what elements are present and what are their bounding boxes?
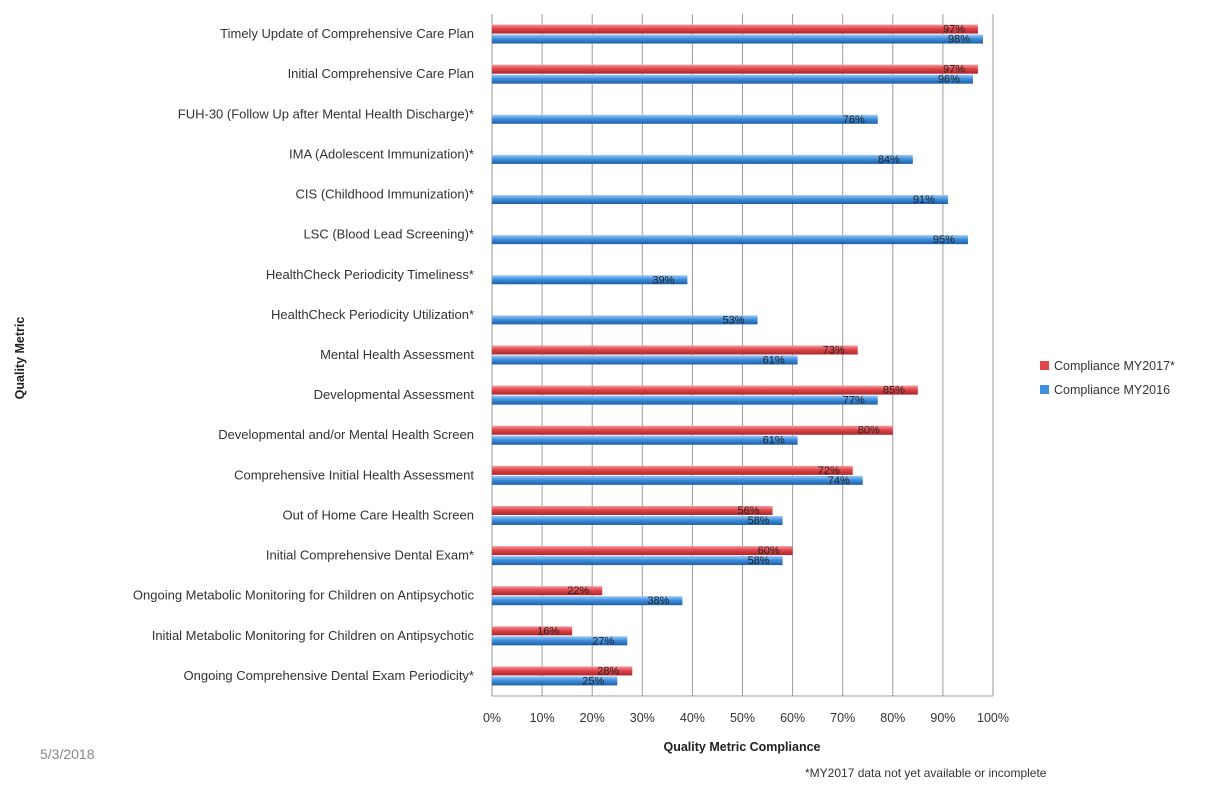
bar-my2017 xyxy=(492,425,893,435)
data-label: 58% xyxy=(748,515,770,527)
category-label: HealthCheck Periodicity Timeliness* xyxy=(266,267,474,282)
bar-my2016 xyxy=(492,676,618,686)
x-tick-label: 50% xyxy=(730,711,755,725)
bar-my2017 xyxy=(492,586,603,596)
data-label: 27% xyxy=(592,635,614,647)
category-label: Initial Comprehensive Dental Exam* xyxy=(266,548,474,563)
data-label: 53% xyxy=(723,314,745,326)
x-tick-label: 10% xyxy=(530,711,555,725)
category-label: Out of Home Care Health Screen xyxy=(283,507,474,522)
category-label: CIS (Childhood Immunization)* xyxy=(296,187,474,202)
bars xyxy=(492,24,983,686)
bar-my2016 xyxy=(492,355,798,365)
data-label: 96% xyxy=(938,74,960,86)
legend-swatch xyxy=(1040,385,1049,394)
bar-my2016 xyxy=(492,275,688,285)
bar-my2017 xyxy=(492,64,978,74)
x-tick-label: 80% xyxy=(880,711,905,725)
category-labels: Timely Update of Comprehensive Care Plan… xyxy=(133,26,475,683)
data-label: 80% xyxy=(858,425,880,437)
data-labels: 97%98%97%96%76%84%91%95%39%53%73%61%85%7… xyxy=(537,24,970,688)
category-label: Initial Metabolic Monitoring for Childre… xyxy=(152,628,475,643)
category-label: Developmental Assessment xyxy=(314,387,475,402)
data-label: 38% xyxy=(647,595,669,607)
data-label: 91% xyxy=(913,194,935,206)
legend-label: Compliance MY2016 xyxy=(1054,383,1170,397)
data-label: 95% xyxy=(933,234,955,246)
data-label: 58% xyxy=(748,555,770,567)
data-label: 72% xyxy=(818,465,840,477)
data-label: 97% xyxy=(943,64,965,76)
category-label: Timely Update of Comprehensive Care Plan xyxy=(220,26,474,41)
data-label: 28% xyxy=(597,665,619,677)
x-tick-label: 100% xyxy=(977,711,1009,725)
data-label: 74% xyxy=(828,475,850,487)
x-axis-title: Quality Metric Compliance xyxy=(664,740,821,754)
data-label: 84% xyxy=(878,154,900,166)
data-label: 22% xyxy=(567,585,589,597)
bar-my2017 xyxy=(492,626,573,636)
bar-my2016 xyxy=(492,315,758,325)
legend-label: Compliance MY2017* xyxy=(1054,359,1175,373)
category-label: Ongoing Comprehensive Dental Exam Period… xyxy=(184,668,474,683)
bar-my2017 xyxy=(492,546,793,556)
x-tick-label: 40% xyxy=(680,711,705,725)
bar-my2016 xyxy=(492,34,983,44)
x-tick-labels: 0% 10% 20% 30% 40% 50% 60% 70% 80% 90% 100% xyxy=(483,711,1009,725)
category-label: Developmental and/or Mental Health Scree… xyxy=(218,427,474,442)
bar-my2016 xyxy=(492,435,798,445)
data-label: 61% xyxy=(763,435,785,447)
category-label: IMA (Adolescent Immunization)* xyxy=(289,146,474,161)
bar-my2017 xyxy=(492,24,978,34)
bar-my2016 xyxy=(492,235,968,245)
data-label: 85% xyxy=(883,385,905,397)
category-label: Comprehensive Initial Health Assessment xyxy=(234,467,474,482)
category-label: FUH-30 (Follow Up after Mental Health Di… xyxy=(178,106,474,121)
bar-my2016 xyxy=(492,556,783,566)
bar-my2016 xyxy=(492,515,783,525)
data-label: 39% xyxy=(652,274,674,286)
bar-my2017 xyxy=(492,345,858,355)
bar-my2016 xyxy=(492,395,878,405)
bar-my2017 xyxy=(492,666,633,676)
gridlines xyxy=(491,14,994,697)
data-label: 77% xyxy=(843,395,865,407)
x-tick-label: 30% xyxy=(630,711,655,725)
x-tick-label: 0% xyxy=(483,711,501,725)
data-label: 60% xyxy=(758,545,780,557)
data-label: 56% xyxy=(738,505,760,517)
data-label: 16% xyxy=(537,625,559,637)
bar-my2017 xyxy=(492,385,918,395)
x-tick-label: 60% xyxy=(780,711,805,725)
bar-my2016 xyxy=(492,154,913,164)
data-label: 76% xyxy=(843,114,865,126)
bar-my2016 xyxy=(492,636,628,646)
bar-my2016 xyxy=(492,74,973,84)
legend: Compliance MY2017* Compliance MY2016 xyxy=(1040,359,1175,397)
bar-my2016 xyxy=(492,114,878,124)
footer-date: 5/3/2018 xyxy=(40,746,95,762)
data-label: 73% xyxy=(823,345,845,357)
bar-my2017 xyxy=(492,465,853,475)
bar-my2017 xyxy=(492,505,773,515)
data-label: 97% xyxy=(943,24,965,36)
category-label: Initial Comprehensive Care Plan xyxy=(288,66,474,81)
legend-swatch xyxy=(1040,361,1049,370)
footer-note: *MY2017 data not yet available or incomp… xyxy=(805,766,1047,780)
x-tick-label: 90% xyxy=(930,711,955,725)
data-label: 61% xyxy=(763,355,785,367)
category-label: Mental Health Assessment xyxy=(320,347,474,362)
bar-my2016 xyxy=(492,596,683,606)
bar-my2016 xyxy=(492,195,948,205)
data-label: 98% xyxy=(948,34,970,46)
bar-my2016 xyxy=(492,475,863,485)
x-tick-label: 20% xyxy=(580,711,605,725)
category-label: Ongoing Metabolic Monitoring for Childre… xyxy=(133,588,475,603)
y-axis-title: Quality Metric xyxy=(13,317,27,400)
data-label: 25% xyxy=(582,675,604,687)
category-label: HealthCheck Periodicity Utilization* xyxy=(271,307,474,322)
x-tick-label: 70% xyxy=(830,711,855,725)
category-label: LSC (Blood Lead Screening)* xyxy=(303,227,474,242)
